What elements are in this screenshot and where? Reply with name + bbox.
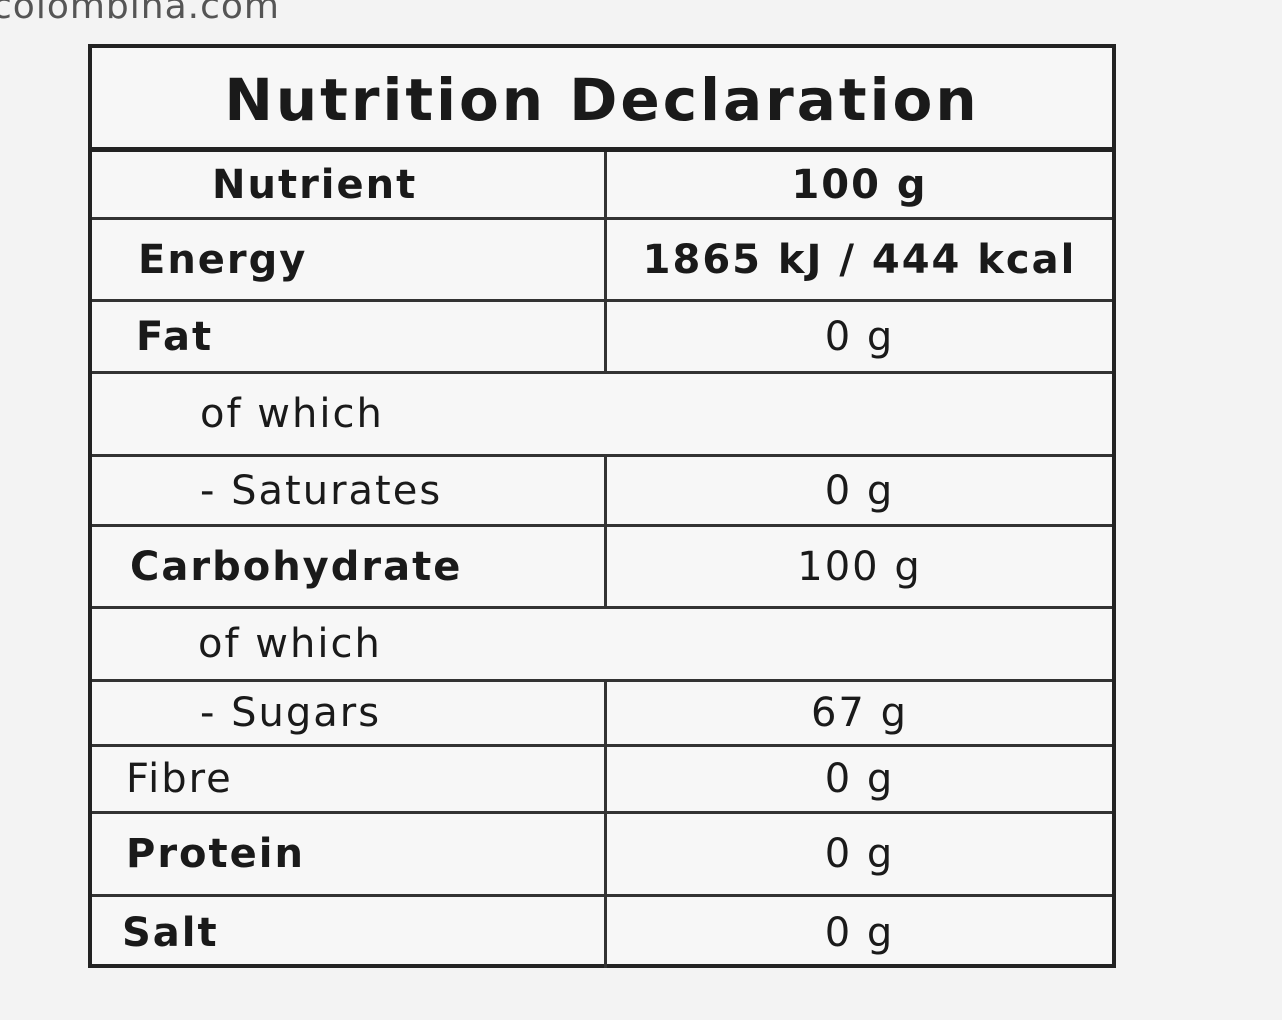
table-row: of which: [92, 609, 1112, 682]
nutrient-name: of which: [200, 391, 384, 437]
nutrient-name: Salt: [122, 909, 219, 956]
table-row: - Saturates 0 g: [92, 457, 1112, 527]
nutrient-name: Fibre: [126, 756, 233, 802]
nutrient-amount: 100 g: [604, 527, 1112, 606]
table-row: Energy 1865 kJ / 444 kcal: [92, 220, 1112, 302]
nutrient-name: Nutrient: [212, 161, 418, 208]
table-row: Carbohydrate 100 g: [92, 527, 1112, 609]
nutrient-amount: 1865 kJ / 444 kcal: [604, 220, 1112, 299]
table-row: of which: [92, 374, 1112, 457]
nutrition-table: Nutrition Declaration Nutrient 100 g Energ…: [88, 44, 1116, 968]
nutrient-amount: 0 g: [604, 747, 1112, 811]
nutrient-name: Protein: [126, 831, 305, 877]
nutrient-amount: 0 g: [604, 302, 1112, 371]
nutrient-name: - Sugars: [200, 690, 382, 736]
nutrient-name: Energy: [138, 236, 308, 283]
nutrient-amount: 0 g: [604, 814, 1112, 894]
nutrient-amount: 100 g: [604, 152, 1112, 217]
table-row: - Sugars 67 g: [92, 682, 1112, 747]
nutrient-amount: 0 g: [604, 457, 1112, 524]
table-row: Protein 0 g: [92, 814, 1112, 897]
nutrient-name: of which: [198, 621, 382, 667]
nutrient-amount: 67 g: [604, 682, 1112, 744]
nutrient-amount: 0 g: [604, 897, 1112, 968]
table-row: Fibre 0 g: [92, 747, 1112, 814]
nutrient-name: Fat: [136, 313, 214, 360]
header-row: Nutrient 100 g: [92, 152, 1112, 220]
nutrient-name: - Saturates: [200, 467, 443, 514]
table-title: Nutrition Declaration: [92, 48, 1112, 152]
table-row: Salt 0 g: [92, 897, 1112, 968]
site-url: colombina.com: [0, 0, 280, 27]
table-row: Fat 0 g: [92, 302, 1112, 374]
nutrient-name: Carbohydrate: [130, 543, 463, 590]
